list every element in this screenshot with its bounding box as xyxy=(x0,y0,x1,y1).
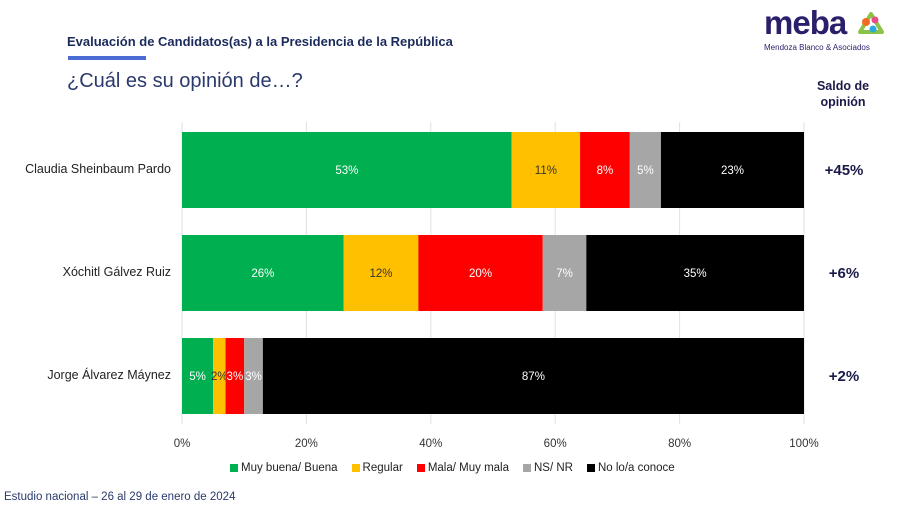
legend-swatch xyxy=(230,464,238,472)
saldo-value: +45% xyxy=(824,162,864,179)
data-label: 5% xyxy=(637,165,654,177)
data-label: 53% xyxy=(335,165,358,177)
bar-segment xyxy=(213,338,226,414)
data-label: 8% xyxy=(597,165,614,177)
candidate-label: Claudia Sheinbaum Pardo xyxy=(25,162,171,176)
data-label: 11% xyxy=(535,165,557,177)
bar-segment xyxy=(182,235,344,311)
legend-label: Regular xyxy=(362,462,403,474)
bar-segment xyxy=(660,132,804,208)
data-label: 20% xyxy=(469,268,492,280)
legend-label: No lo/a conoce xyxy=(597,462,675,474)
logo-emblem-icon xyxy=(858,12,884,34)
legend-swatch xyxy=(416,464,425,472)
data-label: 35% xyxy=(684,268,707,280)
legend-item: Mala/ Muy mala xyxy=(416,462,509,474)
data-label: 23% xyxy=(721,165,744,177)
data-label: 3% xyxy=(245,371,262,383)
meba-logo: meba Mendoza Blanco & Asociados xyxy=(762,4,902,55)
legend-swatch xyxy=(523,464,531,472)
question-heading: ¿Cuál es su opinión de…? xyxy=(67,70,303,92)
legend-item: No lo/a conoce xyxy=(586,462,675,474)
bar-segment xyxy=(542,235,587,311)
legend-item: NS/ NR xyxy=(523,462,573,474)
saldo-header-line1: Saldo de xyxy=(816,79,870,93)
bar-segment xyxy=(182,338,214,414)
x-tick-label: 40% xyxy=(419,438,442,450)
data-label: 7% xyxy=(556,268,573,280)
data-label: 5% xyxy=(189,371,206,383)
bar-segment xyxy=(244,338,263,414)
x-tick-label: 100% xyxy=(789,438,818,450)
bar-segment xyxy=(580,132,630,208)
bar-segment xyxy=(418,235,543,311)
legend-label: Muy buena/ Buena xyxy=(241,462,338,474)
bar-segment xyxy=(182,132,512,208)
data-label: 87% xyxy=(522,371,545,383)
bar-segment xyxy=(225,338,245,414)
logo-wordmark: meba xyxy=(764,4,847,41)
bar-segment xyxy=(511,132,581,208)
legend-label: NS/ NR xyxy=(534,462,573,474)
report-title: Evaluación de Candidatos(as) a la Presid… xyxy=(67,34,453,49)
legend-item: Muy buena/ Buena xyxy=(230,462,338,474)
x-tick-label: 60% xyxy=(544,438,567,450)
saldo-header-line2: opinión xyxy=(820,95,866,109)
data-label: 12% xyxy=(370,268,393,280)
bar-segment xyxy=(629,132,661,208)
bar-segment xyxy=(343,235,419,311)
x-tick-label: 20% xyxy=(295,438,318,450)
legend-item: Regular xyxy=(351,462,403,474)
chart-legend: Muy buena/ Buena Regular Mala/ Muy mala … xyxy=(230,462,675,474)
bar-segment xyxy=(586,235,804,311)
candidate-label: Jorge Álvarez Máynez xyxy=(47,368,171,382)
x-tick-label: 80% xyxy=(668,438,691,450)
x-tick-label: 0% xyxy=(174,438,191,450)
data-label: 26% xyxy=(251,268,274,280)
saldo-value: +6% xyxy=(828,265,860,282)
bar-segment xyxy=(262,338,804,414)
data-label: 2% xyxy=(211,371,228,383)
footer-note: Estudio nacional – 26 al 29 de enero de … xyxy=(4,491,236,503)
legend-swatch xyxy=(586,464,595,472)
candidate-label: Xóchitl Gálvez Ruiz xyxy=(62,265,171,279)
data-label: 3% xyxy=(227,371,244,383)
logo-subtitle: Mendoza Blanco & Asociados xyxy=(764,43,870,52)
title-underline xyxy=(68,56,146,60)
saldo-value: +2% xyxy=(828,368,860,385)
legend-swatch xyxy=(351,464,360,472)
legend-label: Mala/ Muy mala xyxy=(427,462,509,474)
saldo-header: Saldo de opinión xyxy=(800,78,886,110)
